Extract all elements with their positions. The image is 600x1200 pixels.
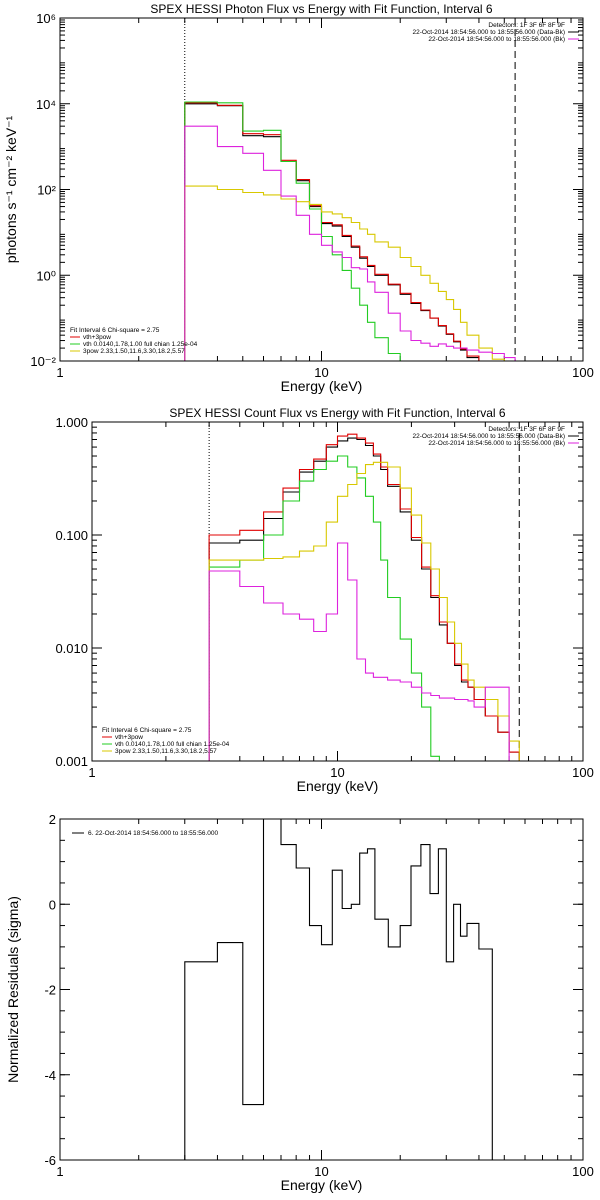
x-tick-label: 1 (56, 1164, 63, 1179)
y-tick-label: 0 (49, 897, 56, 912)
series-line-0 (184, 103, 480, 361)
chart-title: SPEX HESSI Count Flux vs Energy with Fit… (169, 406, 505, 420)
y-tick-label: 2 (49, 812, 56, 827)
fit-legend-entry: vth 0.0140,1.78,1.00 full chian 1.25e-04 (115, 741, 230, 748)
residual-legend-entry: 6. 22-Oct-2014 18:54:56.000 to 18:55:56.… (88, 830, 218, 837)
y-tick-label: 10⁴ (36, 97, 56, 112)
fit-legend-title: Fit Interval 6 Chi-square = 2.75 (70, 327, 160, 334)
y-axis-label: photons s⁻¹ cm⁻² keV⁻¹ (3, 115, 19, 263)
residuals-panel: Energy (keV) Normalized Residuals (sigma)… (5, 812, 594, 1193)
legend-entry: Detectors: 1F 3F 6F 8F 9F (488, 22, 565, 29)
y-tick-label: 0.010 (55, 641, 88, 656)
x-tick-label: 10 (314, 1164, 328, 1179)
series-line-1 (208, 433, 520, 761)
series-line-2 (208, 455, 440, 761)
x-axis-label: Energy (keV) (281, 378, 363, 394)
plot-frame (59, 17, 584, 362)
series-line-2 (184, 101, 401, 361)
series-line-0 (208, 437, 520, 761)
fit-legend-entry: vth 0.0140,1.78,1.00 full chian 1.25e-04 (83, 341, 198, 348)
y-tick-label: 10² (37, 183, 56, 198)
y-tick-label: 1.000 (55, 415, 88, 430)
y-tick-label: 10⁶ (36, 11, 56, 26)
y-tick-label: -4 (44, 1068, 56, 1083)
series-line-4 (184, 125, 516, 361)
y-tick-label: -6 (44, 1153, 56, 1168)
series-line-1 (184, 102, 480, 361)
y-tick-label: 0.100 (55, 528, 88, 543)
y-tick-label: -2 (44, 983, 56, 998)
legend-entry: Detectors: 1F 3F 6F 8F 9F (488, 426, 565, 433)
fit-legend-entry: vth+3pow (83, 334, 111, 341)
fit-legend-title: Fit Interval 6 Chi-square = 2.75 (102, 727, 192, 734)
fit-legend-entry: vth+3pow (115, 734, 143, 741)
series-line-4 (208, 542, 510, 761)
x-axis-label: Energy (keV) (297, 778, 379, 794)
plot-frame (91, 421, 584, 762)
series-line-3 (184, 185, 505, 361)
series-line-0 (184, 819, 493, 1160)
y-tick-label: 10⁰ (36, 268, 56, 283)
x-tick-label: 100 (572, 1164, 594, 1179)
photon-flux-panel: SPEX HESSI Photon Flux vs Energy with Fi… (3, 2, 594, 394)
series-line-3 (208, 461, 530, 761)
legend-entry: 22-Oct-2014 18:54:56.000 to 18:55:56.000… (413, 29, 566, 36)
x-tick-label: 100 (572, 765, 594, 780)
legend-entry: 22-Oct-2014 18:54:56.000 to 18:55:56.000… (413, 433, 566, 440)
x-tick-label: 10 (330, 765, 344, 780)
plot-frame (59, 818, 584, 1161)
fit-legend-entry: 3pow 2.33,1.50,11.6,3.30,18.2,5.57 (115, 748, 217, 755)
x-axis-label: Energy (keV) (281, 1177, 363, 1193)
x-tick-label: 1 (56, 365, 63, 380)
y-tick-label: 0.001 (55, 754, 88, 769)
x-tick-label: 100 (572, 365, 594, 380)
x-tick-label: 1 (88, 765, 95, 780)
legend-entry: 22-Oct-2014 18:54:56.000 to 18:55:56.000… (428, 440, 565, 447)
chart-title: SPEX HESSI Photon Flux vs Energy with Fi… (150, 2, 492, 16)
y-axis-label: Normalized Residuals (sigma) (5, 896, 21, 1083)
legend-entry: 22-Oct-2014 18:54:56.000 to 18:55:56.000… (428, 36, 565, 43)
y-tick-label: 10⁻² (30, 354, 56, 369)
x-tick-label: 10 (314, 365, 328, 380)
fit-legend-entry: 3pow 2.33,1.50,11.6,3.30,18.2,5.57 (83, 348, 185, 355)
count-flux-panel: SPEX HESSI Count Flux vs Energy with Fit… (55, 406, 593, 794)
